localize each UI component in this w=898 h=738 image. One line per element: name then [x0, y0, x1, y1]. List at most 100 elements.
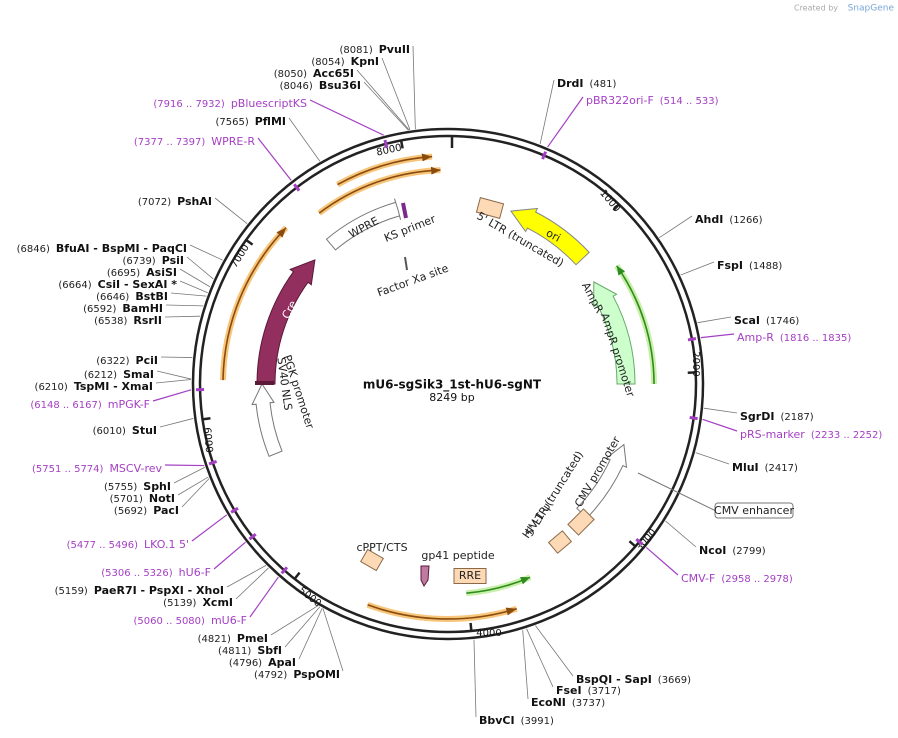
enzyme-leader [535, 625, 574, 677]
enzyme-leader [170, 292, 207, 297]
feature-arrow [325, 198, 402, 251]
enzyme-name: XcmI [202, 596, 233, 609]
enzyme-position: (7565) [215, 117, 248, 128]
primer-name: WPRE-R [211, 135, 255, 148]
enzyme-leader [659, 215, 693, 239]
enzyme-name: SmaI [123, 368, 154, 381]
enzyme-name: PaeR7I - PspXI - XhoI [94, 584, 224, 597]
enzyme-leader [322, 608, 344, 672]
primer-position: (2958 .. 2978) [721, 574, 793, 585]
enzyme-leader [226, 565, 267, 588]
enzyme-name: PvuII [379, 43, 410, 56]
enzyme-position: (2187) [780, 412, 813, 423]
feature-label: cPPT/CTS [356, 541, 407, 554]
primer-site [248, 533, 257, 541]
enzyme-leader [284, 606, 321, 648]
feature-label: CMV enhancer [714, 504, 794, 517]
feature-label: RRE [459, 569, 481, 582]
feature-arrowhead [430, 166, 441, 175]
feature-arc [616, 265, 655, 385]
feature-box [547, 530, 573, 554]
primer-site [687, 337, 697, 342]
tick-label: 6000 [201, 427, 214, 453]
feature-box [475, 197, 505, 219]
feature-arc [222, 227, 287, 381]
feature-arrowhead [505, 607, 517, 616]
primer-name: LKO.1 5' [144, 538, 189, 551]
enzyme-leader [522, 629, 529, 700]
primer-leader [164, 464, 205, 467]
primer-name: hU6-F [179, 566, 211, 579]
tick-mark [612, 203, 620, 212]
enzyme-name: PacI [153, 504, 179, 517]
enzyme-leader [665, 520, 697, 548]
feature-highlight [317, 167, 441, 216]
enzyme-leader [412, 45, 416, 130]
enzyme-name: NcoI [699, 544, 726, 557]
enzyme-name: StuI [132, 424, 157, 437]
enzyme-name: PspOMI [293, 668, 340, 681]
enzyme-position: (8054) [311, 57, 344, 68]
primer-leader [191, 514, 228, 542]
enzyme-leader [186, 256, 214, 280]
enzyme-leader [363, 81, 409, 131]
watermark-prefix: Created by [794, 4, 838, 13]
primer-position: (6148 .. 6167) [30, 400, 102, 411]
enzyme-position: (6695) [107, 268, 140, 279]
enzyme-leader [173, 466, 206, 484]
primer-site [689, 416, 698, 421]
enzyme-name: ScaI [734, 314, 760, 327]
enzyme-leader [298, 607, 323, 660]
primer-site [230, 506, 239, 514]
gp41-mark [420, 565, 430, 587]
enzyme-position: (5159) [55, 586, 88, 597]
primer-position: (1816 .. 1835) [780, 333, 852, 344]
enzyme-name: AsiSI [146, 266, 177, 279]
tick-mark [399, 140, 404, 149]
enhancer-box [714, 502, 794, 519]
enzyme-position: (3717) [588, 686, 621, 697]
primer-site [541, 151, 548, 160]
enzyme-name: BamHI [122, 302, 163, 315]
enzyme-name: Bsu36I [319, 79, 361, 92]
enzyme-leader [697, 316, 732, 324]
primer-name: mPGK-F [108, 398, 150, 411]
enzyme-name: AhdI [695, 213, 723, 226]
primer-leader [547, 96, 584, 148]
feature-box [567, 508, 595, 536]
enzyme-name: PshAI [177, 195, 212, 208]
feature-arrowhead [421, 153, 433, 162]
enzyme-position: (5139) [163, 598, 196, 609]
feature-arrow [251, 382, 283, 457]
primer-site [208, 459, 218, 466]
enzyme-leader [179, 268, 211, 288]
tick-mark [628, 540, 637, 548]
enhancer-leader [637, 472, 717, 512]
enzyme-leader [179, 280, 208, 294]
primer-leader [309, 99, 384, 136]
enzyme-position: (5701) [110, 494, 143, 505]
primer-name: mU6-F [211, 614, 247, 627]
enzyme-name: EcoNI [531, 696, 566, 709]
primer-leader [702, 418, 738, 432]
primer-position: (5306 .. 5326) [101, 568, 173, 579]
enzyme-position: (2799) [732, 546, 765, 557]
enzyme-position: (6739) [122, 256, 155, 267]
watermark-brand: SnapGene [848, 4, 895, 14]
enzyme-position: (3991) [521, 716, 554, 727]
enzyme-position: (7072) [138, 197, 171, 208]
feature-box [453, 568, 487, 584]
primer-position: (7916 .. 7932) [153, 99, 225, 110]
enzyme-leader [164, 315, 201, 318]
enzyme-position: (4792) [254, 670, 287, 681]
primer-position: (5477 .. 5496) [67, 540, 139, 551]
enzyme-leader [177, 476, 209, 496]
primer-name: MSCV-rev [109, 462, 162, 475]
enzyme-leader [473, 639, 477, 718]
enzyme-leader [189, 244, 223, 261]
enzyme-leader [356, 69, 410, 131]
enzyme-name: ApaI [268, 656, 296, 669]
tick-label: 1000 [597, 188, 622, 215]
enzyme-position: (6664) [58, 280, 91, 291]
enzyme-leader [270, 605, 319, 636]
